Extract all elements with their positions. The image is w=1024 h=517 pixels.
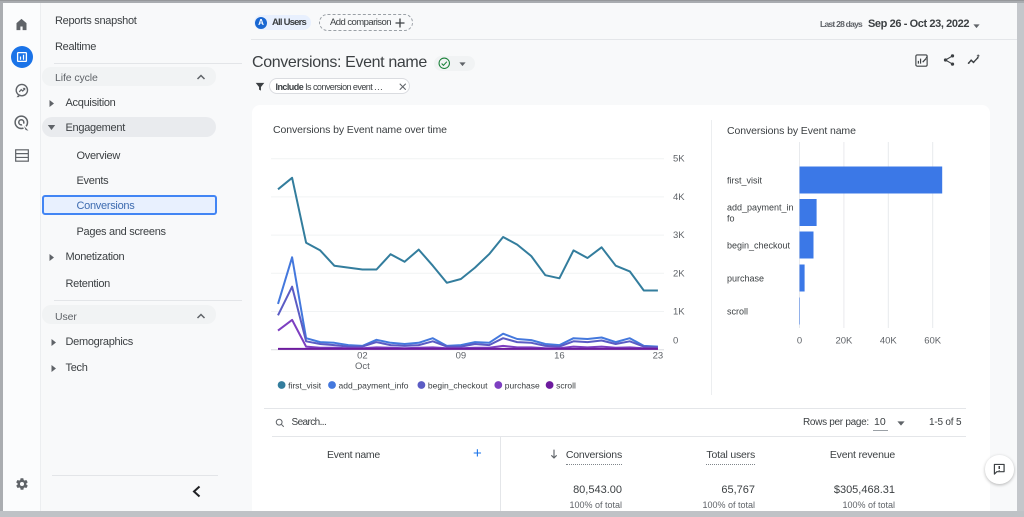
svg-text:add_payment_in: add_payment_in [727, 203, 794, 213]
svg-text:0: 0 [797, 336, 802, 347]
svg-text:60K: 60K [924, 336, 942, 347]
svg-text:3K: 3K [673, 230, 685, 241]
svg-text:Oct: Oct [355, 361, 370, 372]
svg-text:fo: fo [727, 214, 735, 224]
svg-text:20K: 20K [835, 336, 853, 347]
svg-text:2K: 2K [673, 268, 685, 279]
svg-text:first_visit: first_visit [727, 176, 763, 186]
svg-text:begin_checkout: begin_checkout [428, 381, 488, 391]
svg-text:5K: 5K [673, 154, 685, 165]
svg-text:0: 0 [673, 336, 678, 347]
svg-text:40K: 40K [880, 336, 898, 347]
svg-text:09: 09 [456, 351, 467, 362]
svg-text:purchase: purchase [727, 274, 764, 284]
svg-text:1K: 1K [673, 307, 685, 318]
svg-text:scroll: scroll [727, 307, 748, 317]
svg-text:scroll: scroll [556, 381, 576, 391]
svg-text:16: 16 [554, 351, 565, 362]
svg-text:purchase: purchase [505, 381, 540, 391]
svg-text:add_payment_info: add_payment_info [339, 381, 409, 391]
svg-text:begin_checkout: begin_checkout [727, 241, 791, 251]
svg-text:first_visit: first_visit [288, 381, 322, 391]
svg-text:4K: 4K [673, 192, 685, 203]
svg-text:02: 02 [357, 351, 368, 362]
svg-text:23: 23 [653, 351, 664, 362]
